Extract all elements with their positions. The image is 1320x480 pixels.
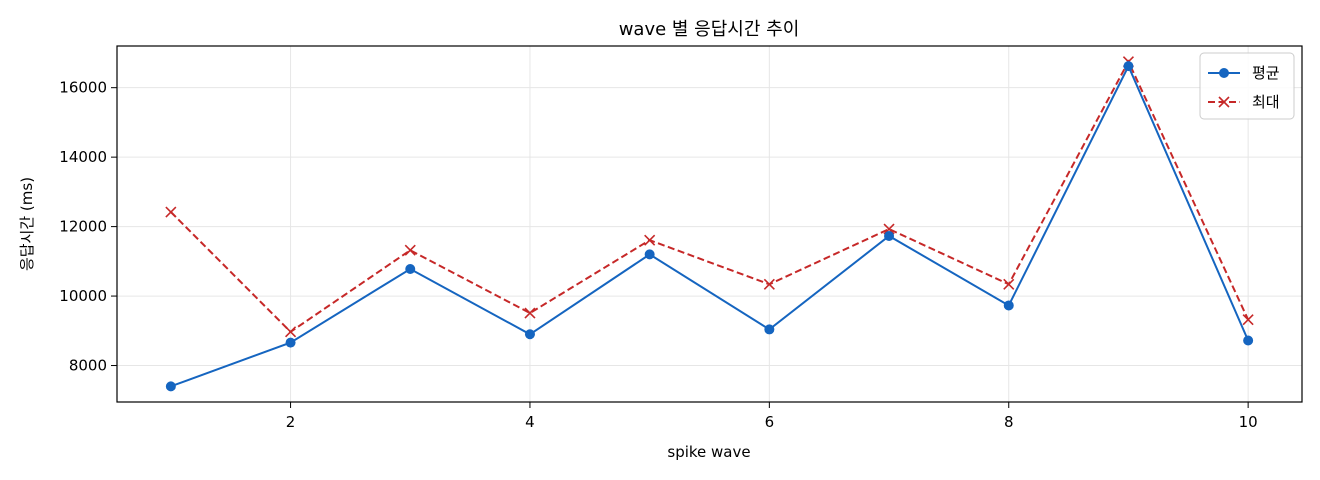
data-point	[404, 244, 416, 256]
y-axis-ticks: 8000 10000 12000 14000 16000	[59, 79, 117, 375]
legend-entry: 평균	[1208, 64, 1280, 82]
data-point	[285, 337, 296, 348]
data-point	[644, 249, 655, 260]
legend-entry: 최대	[1208, 93, 1280, 111]
legend-marker	[1219, 68, 1229, 78]
data-point	[284, 326, 297, 338]
x-axis-label: spike wave	[667, 443, 750, 461]
data-point	[165, 381, 176, 392]
y-tick-label: 16000	[59, 79, 107, 97]
y-tick-label: 14000	[59, 148, 107, 166]
data-point	[1242, 314, 1254, 326]
y-axis-label: 응답시간 (ms)	[18, 177, 36, 271]
data-point	[1123, 61, 1134, 72]
data-point	[763, 278, 775, 290]
x-tick-label: 10	[1239, 413, 1258, 431]
legend-marker	[1218, 96, 1230, 108]
series-layer	[165, 56, 1254, 392]
series-line	[170, 63, 1250, 388]
x-tick-label: 8	[1004, 413, 1014, 431]
series-max	[165, 56, 1254, 338]
legend-box	[1199, 52, 1295, 120]
data-point	[1003, 278, 1015, 290]
grid	[117, 46, 1302, 402]
x-tick-label: 6	[765, 413, 775, 431]
y-tick-label: 10000	[59, 287, 107, 305]
series-average	[165, 61, 1254, 392]
data-point	[1243, 335, 1254, 346]
data-point	[405, 263, 416, 274]
data-point	[764, 324, 775, 335]
chart-title: wave 별 응답시간 추이	[619, 19, 800, 40]
legend-label: 최대	[1252, 93, 1280, 111]
data-point	[1003, 300, 1014, 311]
data-point	[524, 307, 536, 319]
data-point	[524, 329, 535, 340]
plot-frame	[116, 45, 1303, 403]
data-point	[165, 206, 177, 218]
x-tick-label: 2	[286, 413, 296, 431]
data-point	[884, 230, 895, 241]
x-tick-label: 4	[525, 413, 535, 431]
y-tick-label: 8000	[69, 357, 107, 375]
data-point	[644, 234, 656, 246]
legend-label: 평균	[1252, 64, 1280, 82]
series-line	[170, 59, 1250, 334]
x-axis-ticks: 2 4 6 8 10	[286, 402, 1258, 431]
y-tick-label: 12000	[59, 218, 107, 236]
